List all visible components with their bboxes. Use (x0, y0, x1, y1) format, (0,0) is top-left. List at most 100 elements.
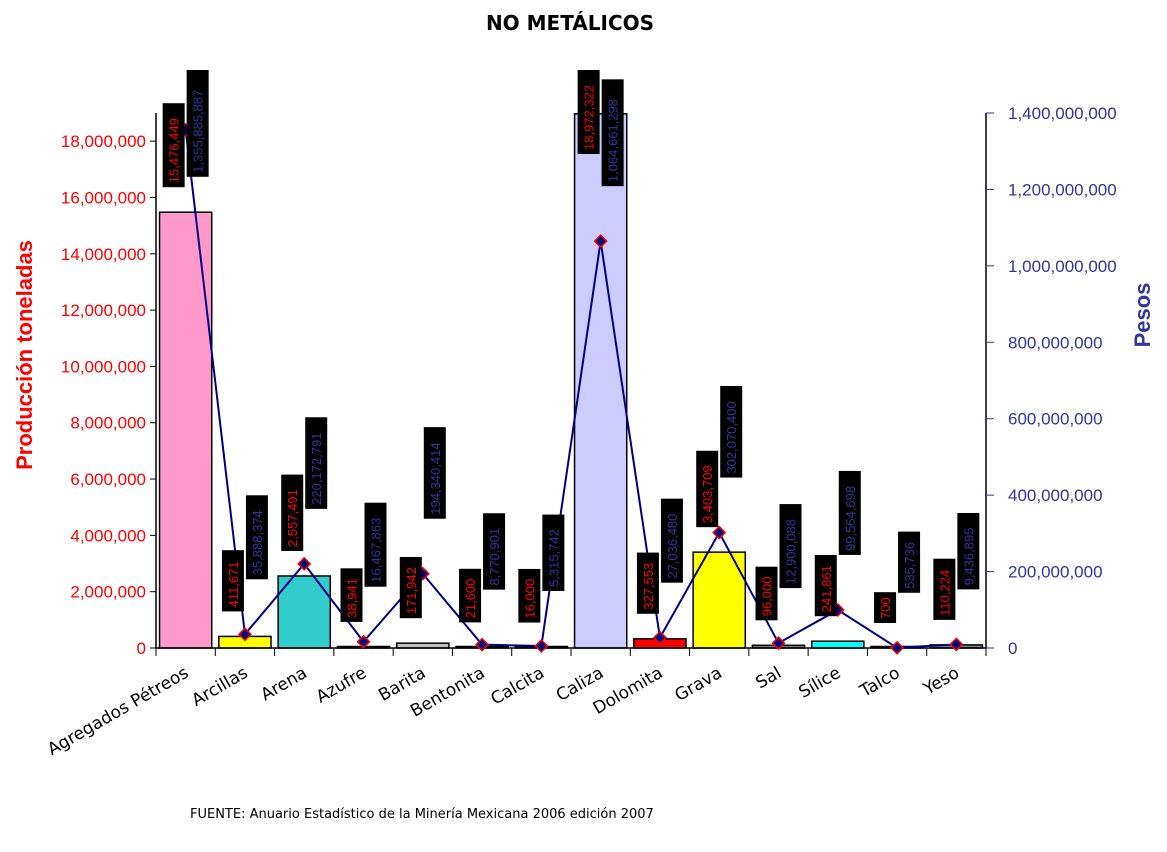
bar-data-label-12-box (874, 592, 897, 623)
y-tick-label-left: 0 (137, 639, 146, 658)
pesos-point-2 (297, 556, 312, 571)
y-tick-label-right: 200,000,000 (1008, 563, 1103, 582)
line-data-label-8-box (660, 498, 683, 583)
x-tick-label: Arcillas (189, 663, 252, 711)
x-tick-label: Azufre (313, 663, 370, 708)
line-data-label-12-box (898, 531, 921, 593)
bar-data-label-11: 241,861 (819, 565, 834, 612)
line-data-label-7: 1,064,661,298 (606, 99, 621, 182)
bar-data-label-3-box (340, 568, 363, 622)
bar-data-label-10: 96,000 (760, 577, 775, 617)
bar-data-label-13: 110,224 (937, 570, 952, 616)
pesos-point-5 (475, 637, 490, 652)
pesos-point-1 (237, 627, 252, 642)
bar-data-label-8: 327,553 (641, 563, 656, 610)
y-tick-label-left: 10,000,000 (61, 357, 146, 376)
chart-title: NO METÁLICOS (486, 11, 654, 35)
bar-data-label-9-box (696, 450, 719, 528)
line-data-label-4: 194,340,414 (428, 442, 443, 514)
line-data-label-5: 8,770,901 (487, 528, 502, 586)
line-data-label-9: 302,070,400 (724, 401, 739, 473)
bar-data-label-1-box (221, 550, 244, 612)
line-data-label-10-box (779, 504, 802, 589)
line-data-label-3: 16,467,863 (369, 518, 384, 583)
line-data-label-7-box (601, 79, 624, 187)
line-data-label-0-box (186, 70, 209, 177)
bar-data-label-11-box (814, 554, 837, 617)
line-data-label-13-box (957, 512, 980, 590)
y-tick-label-left: 6,000,000 (70, 470, 146, 489)
source-note: FUENTE: Anuario Estadístico de la Minerí… (190, 807, 654, 822)
bar-data-label-12: 700 (878, 597, 893, 619)
bar-7 (573, 113, 628, 649)
pesos-point-7 (593, 234, 608, 249)
x-tick-label: Sílice (796, 663, 845, 703)
y-tick-label-left: 18,000,000 (61, 132, 146, 151)
y-tick-label-right: 400,000,000 (1008, 486, 1103, 505)
y-tick-label-left: 4,000,000 (70, 526, 146, 545)
line-data-label-12: 535,736 (902, 542, 917, 589)
y-tick-label-right: 0 (1008, 639, 1017, 658)
x-tick-label: Sal (753, 663, 785, 693)
bar-data-label-1: 411,671 (226, 561, 241, 607)
bar-data-label-5-box (459, 568, 482, 623)
bar-data-label-4-box (399, 556, 422, 619)
line-data-label-8: 27,036,480 (665, 514, 680, 579)
pesos-point-9 (712, 525, 727, 540)
x-tick-label: Talco (856, 663, 904, 702)
bar-data-label-9: 3,403,709 (700, 465, 715, 523)
bar-11 (810, 640, 865, 649)
pesos-point-3 (356, 634, 371, 649)
line-data-label-13: 9,436,895 (961, 528, 976, 586)
bar-data-label-0-box (162, 103, 185, 188)
y-tick-label-right: 800,000,000 (1008, 333, 1103, 352)
line-data-label-1: 35,888,374 (250, 510, 265, 575)
line-data-label-3-box (364, 502, 387, 587)
bar-data-label-0: 15,476,449 (167, 118, 182, 183)
pesos-point-10 (771, 636, 786, 651)
bar-data-label-5: 21,600 (463, 579, 478, 619)
line-data-label-2-box (305, 417, 328, 509)
line-data-label-0: 1,355,885,887 (191, 90, 206, 173)
line-data-label-11-box (838, 470, 861, 555)
bar-data-label-7: 18,972,322 (582, 85, 597, 150)
y-tick-label-left: 14,000,000 (61, 245, 146, 264)
line-data-label-1-box (245, 495, 268, 580)
y-tick-label-left: 12,000,000 (61, 301, 146, 320)
bar-data-label-7-box (577, 70, 600, 154)
y-axis-title-right: Pesos (1130, 283, 1155, 348)
line-data-label-11: 99,564,698 (843, 486, 858, 551)
bar-data-label-2: 2,557,491 (285, 489, 300, 547)
bar-data-label-3: 38,941 (345, 578, 360, 618)
pesos-point-13 (949, 637, 964, 652)
x-tick-label: Grava (671, 663, 725, 706)
pesos-point-8 (652, 630, 667, 645)
line-data-label-4-box (423, 427, 446, 519)
x-tick-label: Calcita (487, 663, 547, 709)
pesos-point-12 (890, 640, 905, 655)
x-tick-label: Agregados Pétreos (44, 663, 192, 760)
line-data-label-6: 5,315,742 (546, 529, 561, 587)
y-tick-label-right: 1,400,000,000 (1008, 104, 1117, 123)
x-tick-label: Yeso (919, 663, 963, 700)
line-data-label-9-box (720, 385, 743, 478)
line-data-label-6-box (542, 514, 565, 591)
bar-data-label-13-box (933, 558, 956, 620)
y-tick-label-left: 8,000,000 (70, 414, 146, 433)
bar-data-label-8-box (636, 552, 659, 614)
y-tick-label-right: 1,000,000,000 (1008, 257, 1117, 276)
bar-data-label-4: 171,942 (404, 567, 419, 614)
x-tick-label: Arena (257, 663, 310, 705)
line-data-label-5-box (483, 513, 506, 590)
pesos-point-6 (534, 638, 549, 654)
bar-data-label-2-box (281, 474, 304, 551)
line-data-label-2: 220,172,791 (309, 433, 324, 505)
bar-data-label-6: 16,000 (522, 579, 537, 619)
bar-data-label-10-box (755, 566, 778, 621)
y-tick-label-right: 600,000,000 (1008, 410, 1103, 429)
y-axis-title-left: Producción toneladas (12, 240, 37, 470)
y-tick-label-right: 1,200,000,000 (1008, 180, 1117, 199)
bar-data-label-6-box (518, 568, 541, 623)
line-data-label-10: 12,900,088 (784, 519, 799, 584)
